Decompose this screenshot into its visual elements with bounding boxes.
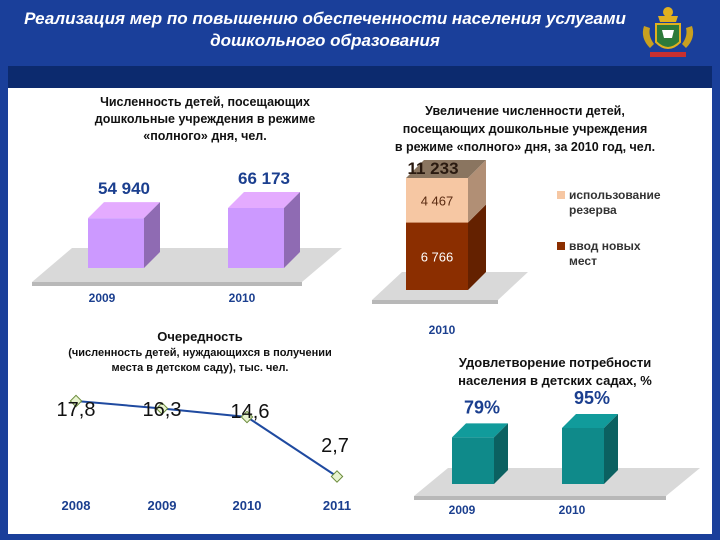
increase-legend-label: резерва [569, 203, 617, 217]
queue-chart-title: Очередность [157, 329, 243, 344]
queue-category-label: 2011 [323, 498, 351, 513]
queue-category-label: 2009 [148, 498, 177, 513]
attendance-title-line: «полного» дня, чел. [143, 129, 267, 143]
satisfaction-bar-side [494, 423, 508, 484]
queue-value-label: 14,6 [231, 401, 270, 423]
frame-bottom [0, 534, 720, 540]
queue-category-label: 2010 [233, 498, 262, 513]
queue-value-label: 2,7 [321, 435, 349, 457]
satisfaction-value-label: 79% [464, 397, 500, 417]
attendance-category-label: 2009 [89, 291, 116, 305]
queue-point [330, 470, 344, 483]
frame-left [0, 66, 8, 540]
increase-legend-label: ввод новых [569, 239, 641, 253]
attendance-bar-side [144, 202, 160, 268]
queue-value-label: 17,8 [57, 399, 96, 421]
satisfaction-title-line: населения в детских садах, % [458, 373, 652, 388]
queue-point [240, 410, 254, 424]
queue-point [155, 402, 169, 415]
increase-chart-title: Увеличение численности детей, посещающих… [345, 102, 705, 156]
increase-segment-side [468, 160, 486, 223]
satisfaction-bar [562, 428, 604, 484]
attendance-title-line: дошкольные учреждения в режиме [94, 112, 316, 126]
attendance-bar [88, 218, 144, 268]
satisfaction-bar-top [452, 423, 508, 438]
attendance-bar-top [88, 202, 160, 219]
attendance-value-label: 54 940 [98, 179, 150, 198]
increase-floor-edge [372, 300, 498, 304]
satisfaction-title-line: Удовлетворение потребности [458, 355, 652, 370]
attendance-title-line: Численность детей, посещающих [100, 95, 310, 109]
satisfaction-bar [452, 437, 494, 484]
increase-category-label: 2010 [429, 323, 456, 337]
queue-point [69, 394, 83, 408]
queue-line [75, 400, 338, 478]
attendance-category-label: 2010 [229, 291, 256, 305]
satisfaction-category-label: 2010 [559, 503, 586, 517]
increase-title-line: посещающих дошкольные учреждения [402, 122, 648, 136]
satisfaction-bar-side [604, 414, 618, 484]
increase-segment [406, 178, 468, 223]
satisfaction-floor-edge [414, 496, 666, 500]
satisfaction-category-label: 2009 [449, 503, 476, 517]
increase-title-line: в режиме «полного» дня, за 2010 год, чел… [394, 140, 656, 154]
increase-legend-label: использование [569, 188, 661, 202]
attendance-bar-top [228, 192, 300, 208]
increase-segment [406, 222, 468, 290]
satisfaction-bar-top [562, 414, 618, 428]
attendance-floor-edge [32, 282, 302, 286]
increase-segment-side [468, 204, 486, 290]
satisfaction-chart-title: Удовлетворение потребности населения в д… [420, 354, 690, 390]
increase-title-line: Увеличение численности детей, [425, 104, 625, 118]
header-strip [8, 66, 712, 88]
attendance-chart-title: Численность детей, посещающих дошкольные… [40, 94, 370, 145]
attendance-bar-side [284, 192, 300, 268]
header-bar [0, 0, 720, 66]
frame-right [712, 66, 720, 540]
increase-legend-swatch [557, 242, 565, 250]
queue-category-label: 2008 [62, 498, 91, 513]
increase-legend-swatch [557, 191, 565, 199]
attendance-value-label: 66 173 [238, 169, 290, 188]
satisfaction-value-label: 95% [574, 388, 610, 408]
increase-bar-top [406, 160, 486, 178]
increase-legend-label: мест [569, 254, 597, 268]
queue-chart-subtitle: (численность детей, нуждающихся в получе… [20, 346, 380, 376]
increase-total-label: 11 233 [407, 159, 458, 178]
attendance-bar [228, 208, 284, 268]
queue-value-label: 16,3 [143, 399, 182, 421]
increase-segment-label: 6 766 [421, 249, 454, 264]
coat-of-arms-icon [642, 7, 694, 57]
queue-subtitle-line: места в детском саду), тыс. чел. [111, 362, 289, 374]
slide-title: Реализация мер по повышению обеспеченнос… [24, 9, 626, 50]
queue-subtitle-line: (численность детей, нуждающихся в получе… [68, 347, 332, 359]
increase-segment-label: 4 467 [421, 193, 454, 208]
